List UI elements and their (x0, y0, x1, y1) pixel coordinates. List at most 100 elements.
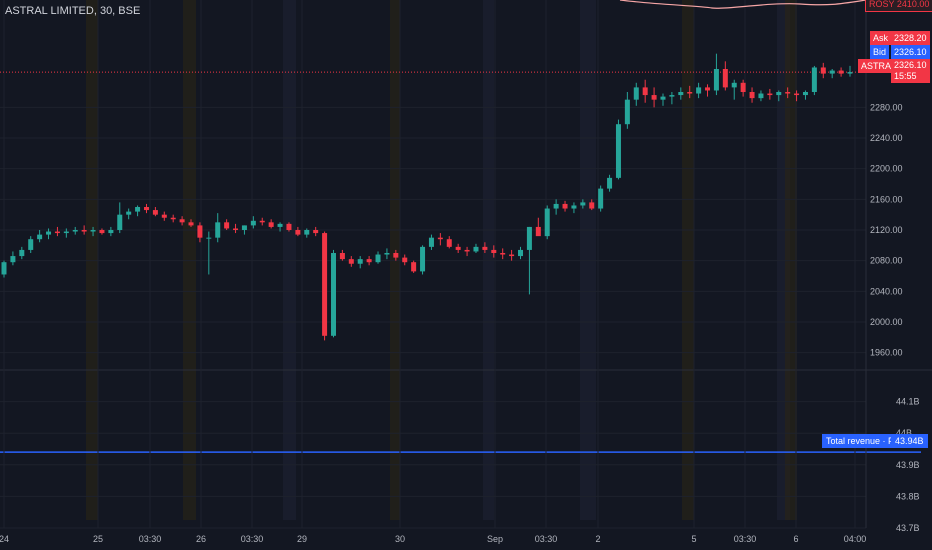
candle-body (375, 254, 381, 263)
time-axis-label: 03:30 (241, 534, 264, 544)
candle-body (357, 259, 363, 264)
candle-body (63, 231, 69, 234)
time-axis-label: 2 (595, 534, 600, 544)
ask-label: Ask (873, 33, 889, 43)
candle-body (518, 249, 524, 257)
candle-body (393, 253, 399, 258)
candle-body (126, 211, 132, 215)
candle-body (740, 82, 746, 92)
candle-body (233, 228, 239, 230)
price-axis-label: 1960.00 (870, 348, 903, 358)
session-band (390, 0, 400, 520)
session-band (483, 0, 494, 520)
candle-body (776, 92, 782, 96)
candle-body (322, 233, 328, 336)
candle-body (553, 203, 559, 209)
price-axis-label: 2120.00 (870, 225, 903, 235)
candle-body (811, 67, 817, 92)
candle-body (580, 202, 586, 206)
candle-body (259, 220, 265, 223)
candle-body (660, 96, 666, 100)
session-band (86, 0, 98, 520)
candle-body (117, 214, 123, 230)
candle-body (366, 259, 372, 263)
candle-body (241, 225, 247, 230)
candle-body (188, 222, 194, 226)
candle-body (794, 93, 800, 96)
candle-body (491, 249, 497, 253)
candle-body (411, 262, 417, 272)
revenue-label: Total revenue · FY (822, 434, 904, 448)
ask-value: 2328.20 (894, 33, 927, 43)
last-price-tag: 2326.10 15:55 (891, 59, 930, 83)
candle-body (250, 220, 256, 226)
candle-body (526, 226, 532, 250)
candle-body (464, 249, 470, 252)
candle-body (615, 124, 621, 178)
candle-body (108, 230, 114, 234)
revenue-value: 43.94B (891, 434, 928, 448)
candle-body (81, 230, 87, 232)
candle-body (206, 237, 212, 239)
candle-body (482, 246, 488, 250)
time-axis-label: 03:30 (535, 534, 558, 544)
candle-body (304, 230, 310, 235)
price-axis-label: 2000.00 (870, 317, 903, 327)
candle-body (197, 225, 203, 238)
candle-body (19, 249, 25, 257)
candle-body (90, 230, 96, 232)
candle-body (624, 99, 630, 125)
revenue-axis-label: 44.1B (896, 397, 920, 407)
candle-body (633, 87, 639, 100)
rosy-label-tag: ROSY 2410.00 (865, 0, 932, 12)
rosy-label: ROSY (869, 0, 895, 9)
candle-body (99, 230, 105, 234)
ask-value-tag: 2328.20 (891, 31, 930, 45)
last-price-value: 2326.10 (894, 60, 927, 70)
candle-body (277, 223, 283, 227)
candle-body (420, 246, 426, 272)
time-axis-label: Sep (487, 534, 503, 544)
price-axis-label: 2040.00 (870, 286, 903, 296)
price-axis-label: 2280.00 (870, 102, 903, 112)
revenue-axis-label: 44B (896, 428, 912, 438)
candle-body (705, 87, 711, 91)
candle-body (838, 70, 844, 74)
ask-tag: Ask (870, 31, 892, 45)
candle-body (473, 246, 479, 252)
candle-body (785, 92, 791, 94)
time-axis-label: 04:00 (844, 534, 867, 544)
candle-body (46, 231, 52, 235)
candle-body (669, 95, 675, 97)
symbol-tag: ASTRAL (858, 59, 900, 73)
candle-body (731, 82, 737, 88)
candle-body (722, 69, 728, 88)
time-axis-label: 5 (691, 534, 696, 544)
bid-label: Bid (873, 47, 887, 57)
candle-body (544, 208, 550, 237)
candle-body (37, 234, 43, 240)
bid-value-tag: 2326.10 (891, 45, 930, 59)
countdown-timer: 15:55 (894, 71, 917, 81)
candle-body (687, 92, 693, 94)
candle-body (313, 230, 319, 234)
candle-body (446, 239, 452, 247)
candle-body (348, 259, 354, 264)
candle-body (1, 262, 7, 275)
time-axis-label: 03:30 (734, 534, 757, 544)
session-band (580, 0, 596, 520)
candle-body (54, 231, 60, 234)
candle-body (161, 214, 167, 218)
rosy-value: 2410.00 (896, 0, 930, 9)
candle-body (642, 87, 648, 96)
candle-body (500, 253, 506, 255)
candle-body (802, 92, 808, 96)
candle-body (455, 246, 461, 250)
candle-body (847, 72, 853, 74)
time-axis-label: 25 (93, 534, 103, 544)
price-axis-label: 2080.00 (870, 256, 903, 266)
candle-body (820, 67, 826, 74)
candle-body (215, 222, 221, 238)
revenue-axis-label: 43.9B (896, 460, 920, 470)
